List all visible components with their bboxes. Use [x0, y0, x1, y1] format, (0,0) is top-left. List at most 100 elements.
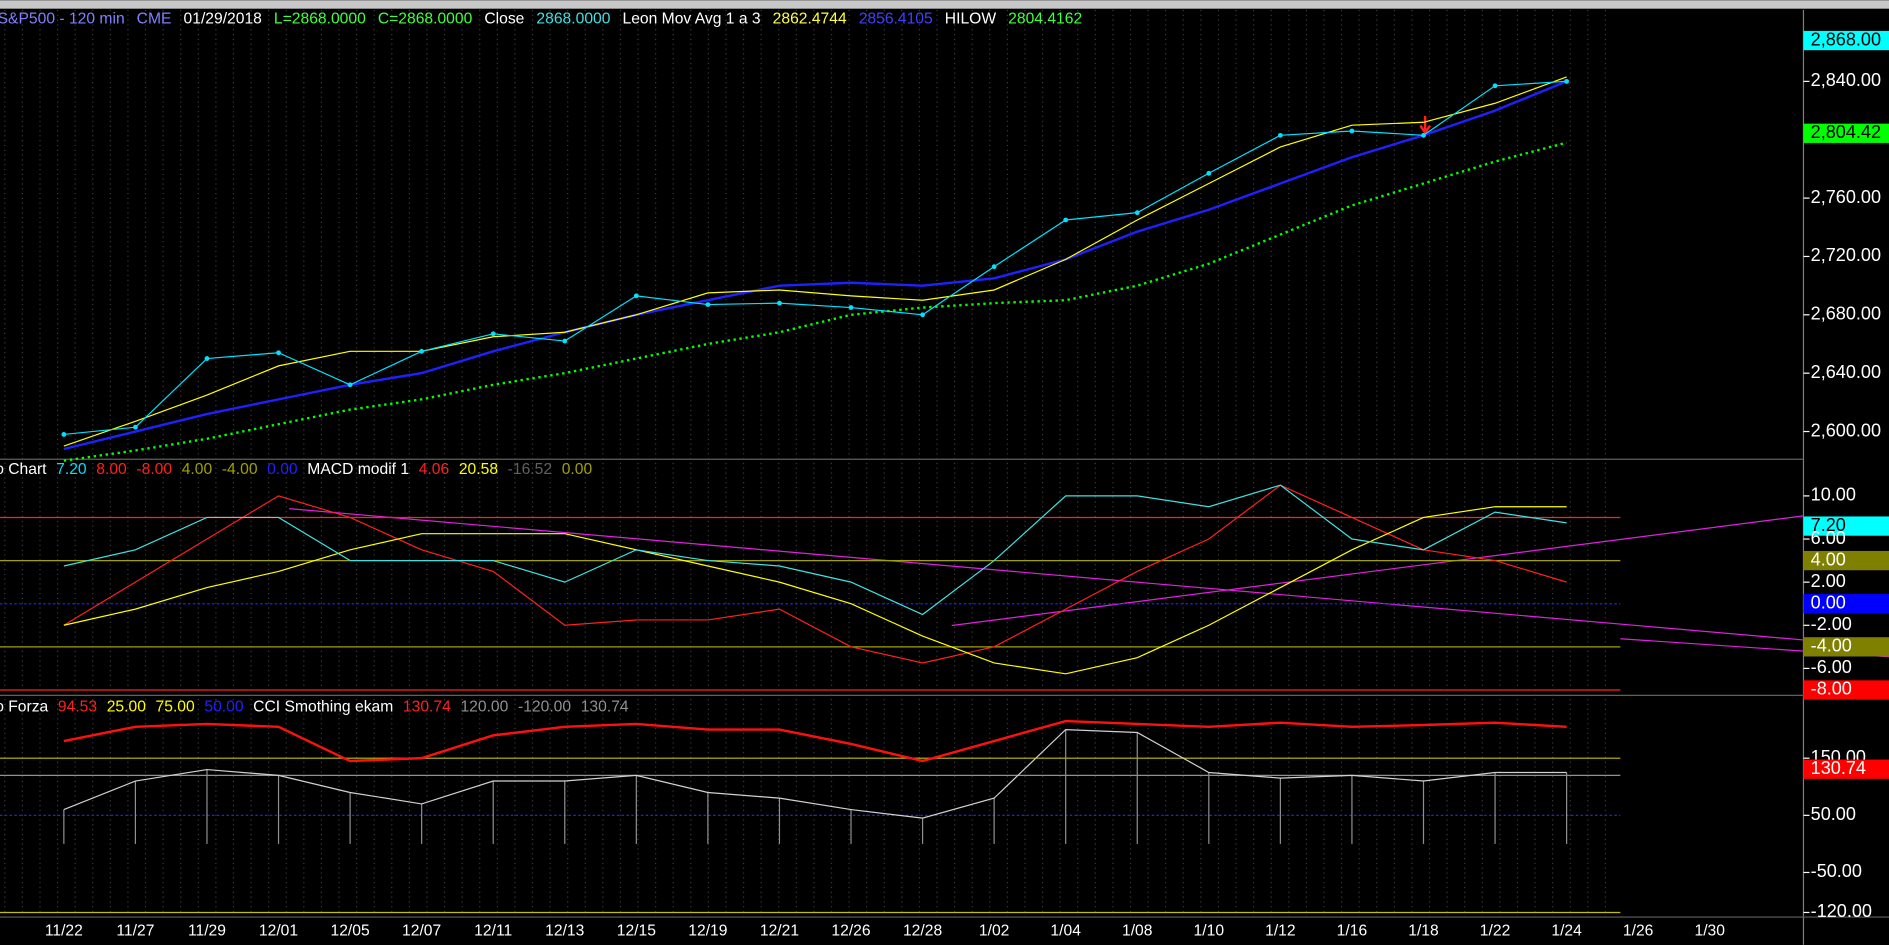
price-dot [1421, 132, 1426, 138]
date-label: 1/30 [1694, 923, 1725, 940]
y-tick-label: 6.00 [1811, 528, 1846, 548]
price-dot [61, 432, 67, 437]
tick-box [1803, 594, 1889, 614]
price-dot [920, 312, 925, 318]
series-line [63, 728, 1567, 819]
date-label: 12/01 [259, 923, 298, 940]
y-tick-label: 2,640.00 [1811, 362, 1881, 382]
signal-arrow [1419, 115, 1432, 135]
header-text: L=2868.0000 [274, 11, 366, 28]
header-text: 2856.4105 [859, 11, 933, 28]
legend-text: 25.00 [107, 699, 146, 716]
price-dot [633, 293, 639, 299]
header-text: 2868.0000 [536, 11, 610, 28]
price-dot [777, 300, 782, 306]
y-tick-label: 2,760.00 [1811, 187, 1881, 207]
header-text: 2862.4744 [773, 11, 847, 28]
header-text: Close [484, 11, 524, 28]
legend-text: 94.53 [58, 699, 97, 716]
y-tick-label: 4.00 [1811, 549, 1846, 569]
price-dot [419, 348, 425, 354]
header-text: S&P500 - 120 min [0, 11, 125, 28]
tick-box [1803, 516, 1889, 536]
price-dot [347, 382, 353, 388]
tick-box [1803, 123, 1889, 143]
price-dot [1277, 132, 1283, 138]
legend-text: 7.20 [56, 461, 87, 478]
legend-text: -120.00 [518, 699, 571, 716]
price-dot [1564, 78, 1570, 84]
legend-text: 0.00 [562, 461, 593, 478]
price-dot [991, 264, 997, 270]
date-label: 11/27 [116, 923, 154, 940]
header-text: C=2868.0000 [378, 11, 473, 28]
price-dot [1206, 170, 1212, 176]
y-tick-label: 2,680.00 [1811, 304, 1881, 324]
date-label: 1/12 [1265, 923, 1295, 940]
date-label: 11/29 [188, 923, 226, 940]
date-label: 1/10 [1194, 923, 1225, 940]
legend-text: 0.00 [267, 461, 298, 478]
date-label: 12/21 [760, 923, 799, 940]
price-dot [490, 331, 496, 337]
header-text: 2804.4162 [1008, 11, 1082, 28]
y-tick-label: 10.00 [1811, 485, 1856, 505]
header-text: HILOW [945, 11, 997, 28]
price-dot [705, 302, 711, 308]
toolbar [0, 0, 1889, 9]
tick-box [1803, 550, 1889, 571]
y-tick-label: 2,804.42 [1811, 122, 1881, 142]
date-label: 12/13 [545, 923, 584, 940]
y-tick-label: -8.00 [1811, 679, 1852, 699]
price-dot [1492, 83, 1498, 89]
date-label: 12/26 [831, 923, 870, 940]
y-tick-label: 7.20 [1811, 515, 1846, 535]
y-tick-label: -50.00 [1811, 861, 1862, 881]
date-label: 12/28 [903, 923, 942, 940]
date-label: 1/22 [1480, 923, 1510, 940]
y-tick-label: 2,840.00 [1811, 70, 1881, 90]
legend-text: 120.00 [460, 699, 508, 716]
legend-text: 50.00 [204, 699, 243, 716]
series-line [63, 506, 1567, 675]
trend-line [951, 515, 1804, 627]
date-label: 11/22 [45, 923, 83, 940]
series-line [63, 76, 1567, 447]
header-text: CME [137, 11, 172, 28]
y-tick-label: -2.00 [1811, 614, 1852, 634]
legend-text: 75.00 [156, 699, 195, 716]
series-line [63, 719, 1567, 763]
price-dot [848, 305, 854, 310]
date-label: 12/07 [402, 923, 441, 940]
date-label: 1/04 [1050, 923, 1081, 940]
header-text: 01/29/2018 [184, 11, 263, 28]
y-tick-label: 2,720.00 [1811, 245, 1881, 265]
price-dot [1063, 217, 1069, 223]
tick-box [1803, 637, 1889, 657]
legend-text: 4.00 [182, 461, 213, 478]
legend-text: o Forza [0, 699, 49, 716]
date-label: 1/26 [1623, 923, 1654, 940]
series-line [63, 80, 1567, 436]
tick-box [1803, 759, 1889, 779]
vertical-grid [4, 9, 1607, 918]
legend-text: 8.00 [96, 461, 127, 478]
tick-box [1803, 680, 1889, 700]
legend-text: -16.52 [508, 461, 552, 478]
legend-text: -8.00 [136, 461, 172, 478]
y-tick-label: 2.00 [1811, 571, 1846, 591]
y-tick-label: 0.00 [1811, 592, 1846, 612]
y-tick-label: 50.00 [1811, 804, 1856, 824]
legend-text: MACD modif 1 [307, 461, 409, 478]
y-tick-label: -6.00 [1811, 657, 1852, 677]
header-text: Leon Mov Avg 1 a 3 [623, 11, 761, 28]
y-tick-label: -4.00 [1811, 636, 1852, 656]
date-label: 12/11 [474, 923, 512, 940]
price-dot [1349, 128, 1355, 134]
date-label: 1/18 [1408, 923, 1439, 940]
y-tick-label: 2,600.00 [1811, 420, 1881, 440]
date-label: 12/15 [617, 923, 656, 940]
trend-line [289, 508, 1804, 641]
